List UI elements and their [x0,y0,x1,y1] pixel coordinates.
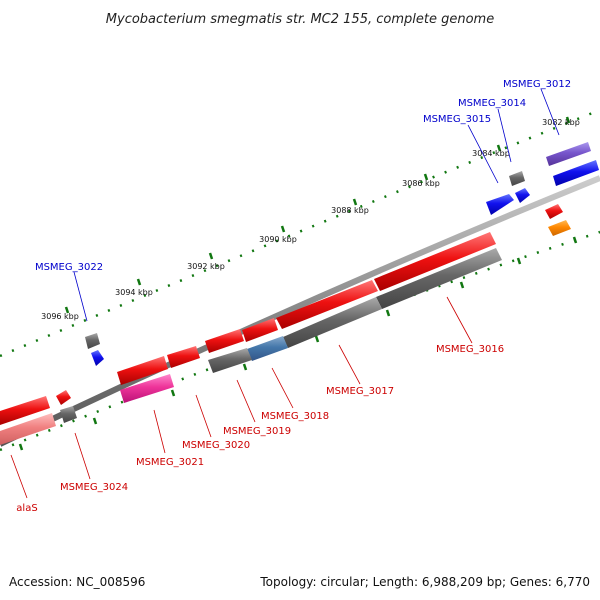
gene-forward-2[interactable] [276,280,378,329]
ruler-label-3088: 3088 kbp [331,206,369,215]
gene-msmeg-3015a[interactable] [515,188,530,203]
gene-forward-8[interactable] [56,390,71,405]
genome-summary-text: Topology: circular; Length: 6,988,209 bp… [259,575,590,589]
gene-forward-5[interactable] [167,346,200,368]
gene-msmeg-3019[interactable] [208,348,252,373]
label-msmeg-3024[interactable]: MSMEG_3024 [60,482,128,493]
ruler-label-3090: 3090 kbp [259,235,297,244]
gene-forward-3[interactable] [242,318,278,342]
upper-gene-lane [0,142,599,425]
gene-msmeg-3016[interactable] [376,248,502,309]
label-alas[interactable]: alaS [16,503,37,514]
gene-msmeg-3012[interactable] [546,142,591,166]
gene-forward-7[interactable] [0,396,50,425]
gene-msmeg-3014[interactable] [509,171,525,186]
map-title: Mycobacterium smegmatis str. MC2 155, co… [106,12,494,27]
gene-right-red[interactable] [545,204,563,219]
label-msmeg-3017[interactable]: MSMEG_3017 [326,386,394,397]
lower-gene-lane [0,204,571,445]
gene-forward-4[interactable] [205,329,244,353]
label-msmeg-3019[interactable]: MSMEG_3019 [223,426,291,437]
gene-msmeg-3024[interactable] [60,406,77,423]
genome-backbone [0,175,600,447]
label-msmeg-3016[interactable]: MSMEG_3016 [436,344,504,355]
accession-text: Accession: NC_008596 [9,575,145,589]
ruler-label-3092: 3092 kbp [187,262,225,271]
ruler-label-3084: 3084 kbp [472,149,510,158]
label-connectors [10,88,560,499]
gene-msmeg-3017[interactable] [283,297,382,348]
label-msmeg-3020[interactable]: MSMEG_3020 [182,440,250,451]
gene-msmeg-3022-blue[interactable] [91,350,104,366]
label-msmeg-3015[interactable]: MSMEG_3015 [423,114,491,125]
label-msmeg-3021[interactable]: MSMEG_3021 [136,457,204,468]
gene-forward-6[interactable] [117,356,168,385]
label-msmeg-3022[interactable]: MSMEG_3022 [35,262,103,273]
label-msmeg-3012[interactable]: MSMEG_3012 [503,79,571,90]
outer-ruler-arc [0,108,600,358]
gene-large-forward[interactable] [374,232,496,291]
ruler-label-3094: 3094 kbp [115,288,153,297]
gene-right-orange[interactable] [548,220,571,236]
label-msmeg-3014[interactable]: MSMEG_3014 [458,98,526,109]
ruler-label-3086: 3086 kbp [402,179,440,188]
gene-msmeg-3022-gray[interactable] [85,333,100,349]
gene-msmeg-3018[interactable] [247,336,288,361]
label-msmeg-3018[interactable]: MSMEG_3018 [261,411,329,422]
inner-ruler-major-ticks [18,236,578,451]
ruler-label-3096: 3096 kbp [41,312,79,321]
gene-msmeg-3015[interactable] [486,194,514,215]
gene-msmeg-3021[interactable] [120,374,174,403]
ruler-label-3082: 3082 kbp [542,118,580,127]
gene-alas[interactable] [0,413,56,445]
outer-ruler-major-ticks [64,116,571,314]
gene-msmeg-3013[interactable] [553,160,599,186]
